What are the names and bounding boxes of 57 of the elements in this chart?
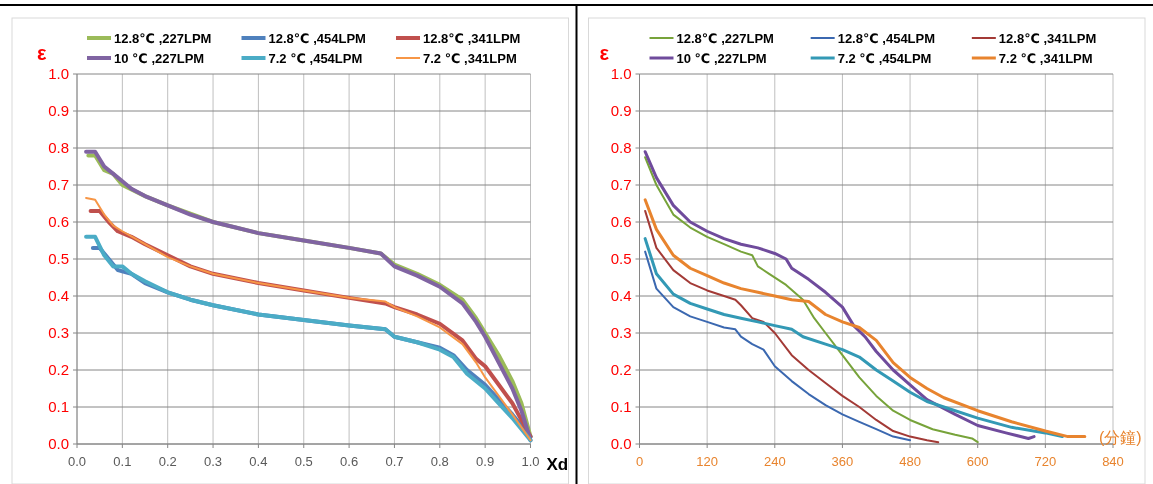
- y-tick-label: 0.2: [610, 361, 632, 378]
- y-tick-label: 1.0: [48, 65, 69, 82]
- y-tick-label: 0.0: [610, 435, 632, 452]
- x-tick-label: 600: [966, 454, 989, 469]
- x-tick-label: 0.0: [67, 454, 87, 469]
- x-tick-label: 0.7: [385, 454, 404, 469]
- x-tick-label: 0.6: [340, 454, 359, 469]
- y-tick-label: 0.7: [610, 176, 632, 193]
- y-tick-label: 0.9: [48, 102, 69, 119]
- y-tick-label: 0.2: [48, 361, 69, 378]
- x-tick-label: 0.4: [249, 454, 268, 469]
- y-tick-label: 0.7: [48, 176, 69, 193]
- y-tick-label: 0.6: [48, 213, 69, 230]
- x-tick-label: 480: [899, 454, 921, 469]
- y-tick-label: 0.1: [48, 398, 69, 415]
- x-tick-label: 0.3: [204, 454, 223, 469]
- legend-label: 12.8℃ ,341LPM: [998, 31, 1097, 46]
- x-tick-label: 1.0: [521, 454, 540, 469]
- x-tick-label: 0.1: [113, 454, 132, 469]
- x-tick-label: 720: [1034, 454, 1057, 469]
- legend-label: 7.2 ℃ ,341LPM: [998, 51, 1093, 66]
- y-tick-label: 0.5: [48, 250, 69, 267]
- legend-label: 12.8℃ ,341LPM: [423, 31, 521, 46]
- legend-label: 7.2 ℃ ,454LPM: [268, 51, 363, 66]
- x-tick-label: 360: [831, 454, 854, 469]
- y-tick-label: 0.0: [48, 435, 69, 452]
- y-axis-title: ε: [599, 42, 610, 64]
- legend-label: 12.8℃ ,227LPM: [114, 31, 212, 46]
- y-axis-title: ε: [37, 42, 47, 64]
- legend-label: 10 ℃ ,227LPM: [676, 51, 767, 66]
- y-tick-label: 0.9: [610, 102, 632, 119]
- legend-label: 10 ℃ ,227LPM: [114, 51, 205, 66]
- y-tick-label: 0.5: [610, 250, 632, 267]
- legend-label: 12.8℃ ,454LPM: [268, 31, 366, 46]
- x-tick-label: 0.2: [158, 454, 177, 469]
- y-tick-label: 1.0: [610, 65, 632, 82]
- y-tick-label: 0.1: [610, 398, 632, 415]
- x-axis-title: (分鐘): [1099, 428, 1142, 446]
- y-tick-label: 0.8: [48, 139, 69, 156]
- x-tick-label: 840: [1102, 454, 1124, 469]
- y-tick-label: 0.8: [610, 139, 632, 156]
- x-tick-label: 0.9: [476, 454, 495, 469]
- x-tick-label: 0.8: [430, 454, 449, 469]
- y-tick-label: 0.3: [610, 324, 632, 341]
- y-tick-label: 0.3: [48, 324, 69, 341]
- x-tick-label: 0.5: [294, 454, 313, 469]
- y-tick-label: 0.4: [48, 287, 69, 304]
- x-tick-label: 0: [635, 454, 644, 469]
- x-tick-label: 120: [696, 454, 718, 469]
- x-tick-label: 240: [763, 454, 786, 469]
- y-tick-label: 0.4: [610, 287, 632, 304]
- legend-label: 12.8℃ ,454LPM: [837, 31, 936, 46]
- legend-label: 7.2 ℃ ,341LPM: [423, 51, 517, 66]
- y-tick-label: 0.6: [610, 213, 632, 230]
- legend-label: 7.2 ℃ ,454LPM: [837, 51, 932, 66]
- legend-label: 12.8℃ ,227LPM: [676, 31, 774, 46]
- x-axis-title: Xd: [546, 455, 569, 474]
